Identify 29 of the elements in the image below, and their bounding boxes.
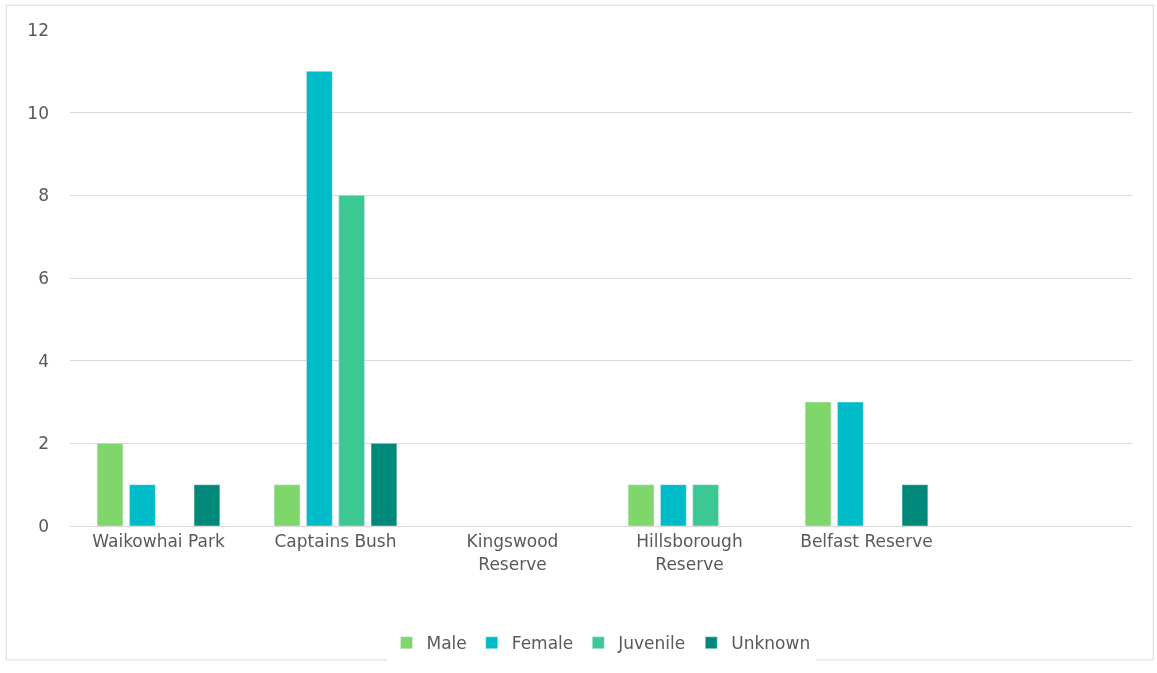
bar <box>660 484 687 526</box>
bar <box>338 195 365 526</box>
x-tick-label: Captains Bush <box>274 531 397 552</box>
y-tick-label: 2 <box>38 433 49 454</box>
x-tick-label: Hillsborough Reserve <box>636 531 743 574</box>
y-tick-label: 0 <box>38 515 49 536</box>
y-tick-label: 12 <box>27 19 49 40</box>
bar <box>273 484 301 526</box>
legend-label: Juvenile <box>617 633 686 654</box>
x-tick-label: Kingswood Reserve <box>466 531 559 574</box>
bar <box>129 484 156 526</box>
bar <box>96 443 124 526</box>
bar <box>692 484 719 526</box>
y-tick-label: 6 <box>38 267 49 288</box>
x-tick-label: Belfast Reserve <box>800 531 933 552</box>
legend-label: Female <box>511 633 574 654</box>
bar <box>306 71 333 526</box>
legend-label: Male <box>426 633 467 654</box>
y-tick-label: 4 <box>38 350 49 371</box>
bar <box>370 443 398 526</box>
bar <box>837 401 864 526</box>
legend-label: Unknown <box>731 633 811 654</box>
bar <box>901 484 929 526</box>
bar <box>193 484 221 526</box>
bar <box>627 484 655 526</box>
bar <box>804 401 832 526</box>
y-tick-label: 8 <box>38 185 49 206</box>
x-tick-label: Waikowhai Park <box>92 531 225 552</box>
y-tick-label: 10 <box>27 102 49 123</box>
